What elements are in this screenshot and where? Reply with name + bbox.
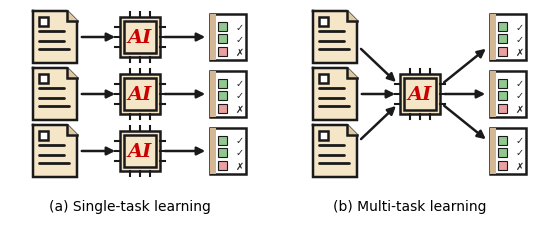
Bar [120, 18, 160, 58]
Text: AI: AI [128, 29, 152, 47]
Polygon shape [347, 12, 357, 22]
Polygon shape [313, 69, 357, 121]
Bar [490, 128, 526, 174]
Bar [210, 128, 216, 174]
Bar [218, 136, 227, 145]
Bar [124, 79, 156, 111]
Bar [498, 148, 507, 157]
Bar [39, 18, 48, 27]
Bar [218, 48, 227, 57]
Text: ✗: ✗ [236, 161, 244, 171]
Bar [498, 23, 507, 32]
Polygon shape [347, 126, 357, 135]
Text: ✓: ✓ [516, 79, 524, 89]
Bar [120, 131, 160, 171]
Text: ✗: ✗ [236, 104, 244, 114]
Bar [404, 79, 436, 111]
Text: (a) Single-task learning: (a) Single-task learning [49, 199, 211, 213]
Text: ✓: ✓ [236, 34, 244, 44]
Text: AI: AI [128, 86, 152, 104]
Text: AI: AI [128, 142, 152, 160]
Text: ✓: ✓ [516, 136, 524, 146]
Polygon shape [67, 126, 77, 135]
Bar [498, 48, 507, 57]
Bar [498, 35, 507, 44]
Bar [218, 80, 227, 89]
Bar [210, 72, 216, 118]
Polygon shape [313, 126, 357, 177]
Bar [490, 72, 526, 118]
Bar [490, 15, 496, 61]
Text: AI: AI [408, 86, 432, 104]
Bar [218, 148, 227, 157]
Text: ✓: ✓ [516, 22, 524, 32]
Text: ✓: ✓ [516, 91, 524, 101]
Bar [218, 23, 227, 32]
Text: ✓: ✓ [236, 22, 244, 32]
Polygon shape [347, 69, 357, 79]
Polygon shape [313, 12, 357, 64]
Bar [490, 72, 496, 118]
Bar [120, 75, 160, 114]
Polygon shape [33, 12, 77, 64]
Bar [490, 128, 496, 174]
Bar [319, 75, 328, 84]
Text: ✓: ✓ [236, 91, 244, 101]
Bar [210, 72, 246, 118]
Bar [498, 136, 507, 145]
Text: ✗: ✗ [516, 47, 524, 57]
Polygon shape [33, 126, 77, 177]
Text: ✓: ✓ [236, 136, 244, 146]
Bar [498, 161, 507, 170]
Text: ✓: ✓ [236, 79, 244, 89]
Bar [218, 92, 227, 101]
Bar [39, 75, 48, 84]
Bar [210, 15, 216, 61]
Bar [210, 128, 246, 174]
Text: ✓: ✓ [516, 34, 524, 44]
Polygon shape [67, 69, 77, 79]
Bar [400, 75, 440, 114]
Polygon shape [67, 12, 77, 22]
Bar [498, 80, 507, 89]
Bar [498, 105, 507, 114]
Bar [218, 105, 227, 114]
Bar [319, 18, 328, 27]
Text: ✗: ✗ [516, 104, 524, 114]
Text: ✗: ✗ [516, 161, 524, 171]
Bar [490, 15, 526, 61]
Bar [218, 161, 227, 170]
Bar [498, 92, 507, 101]
Polygon shape [33, 69, 77, 121]
Bar [319, 131, 328, 140]
Text: ✗: ✗ [236, 47, 244, 57]
Bar [124, 22, 156, 54]
Bar [124, 135, 156, 167]
Text: ✓: ✓ [516, 148, 524, 158]
Text: ✓: ✓ [236, 148, 244, 158]
Bar [210, 15, 246, 61]
Bar [218, 35, 227, 44]
Text: (b) Multi-task learning: (b) Multi-task learning [334, 199, 487, 213]
Bar [39, 131, 48, 140]
